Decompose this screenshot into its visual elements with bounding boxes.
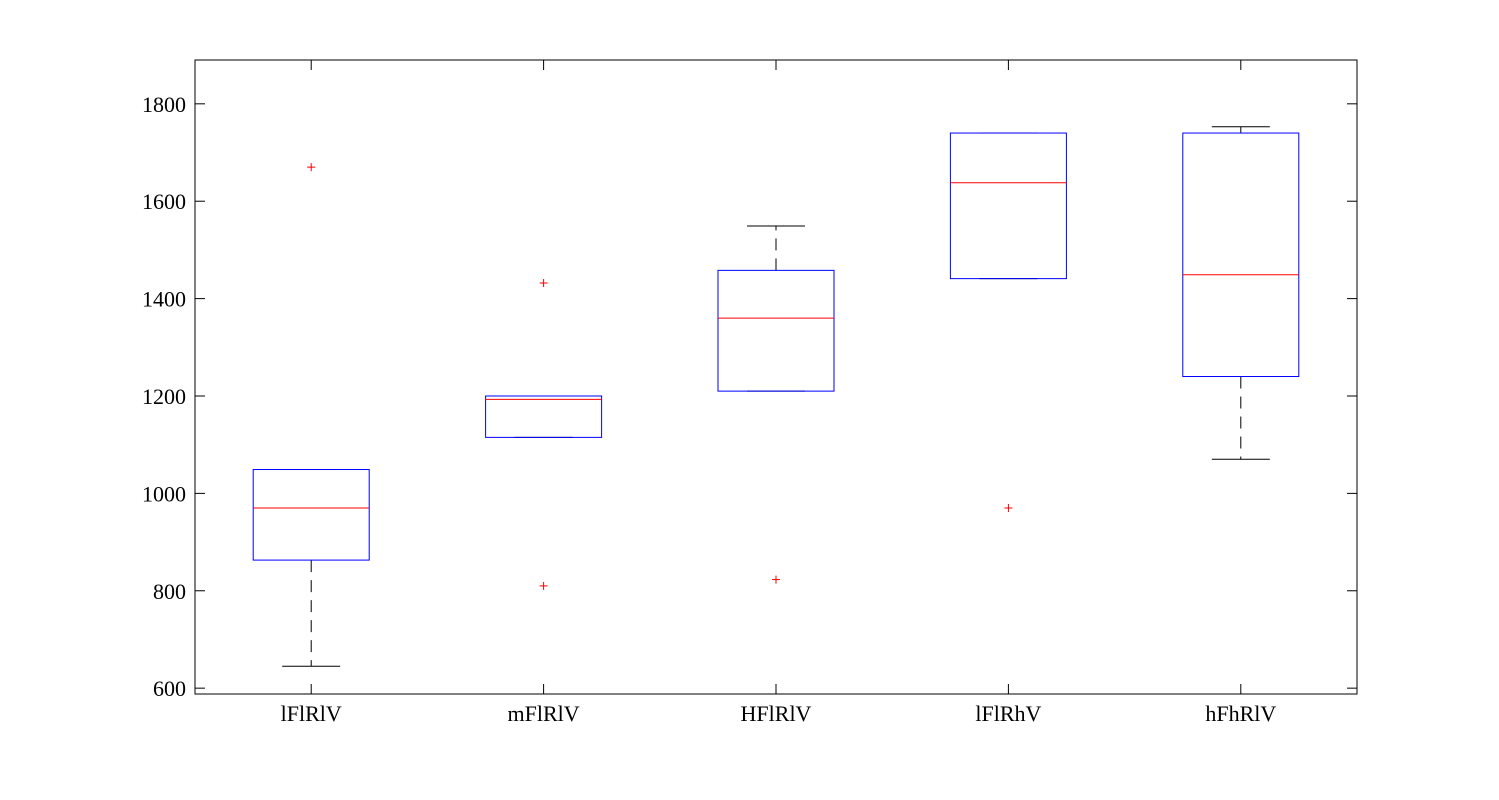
y-tick-label: 1200 (142, 384, 186, 409)
y-tick-label: 1600 (142, 189, 186, 214)
box-group-mFlRlV (485, 279, 603, 590)
outlier-marker (307, 163, 316, 172)
x-tick-label: lFlRhV (975, 701, 1041, 726)
outlier-marker (539, 581, 548, 590)
y-tick-label: 1400 (142, 287, 186, 312)
box-group-lFlRlV (252, 163, 370, 667)
box-group-lFlRhV (949, 132, 1067, 512)
outlier-marker (772, 575, 780, 584)
box-iqr (252, 469, 370, 561)
y-tick-label: 1000 (142, 481, 186, 506)
y-axis: 600 800 1000 1200 1400 1600 1800 (142, 92, 1357, 701)
box-group-hFhRlV (1182, 126, 1300, 460)
outlier-marker (1004, 503, 1013, 512)
plot-frame (194, 59, 1358, 695)
box-group-HFlRlV (717, 225, 835, 584)
box-iqr (949, 132, 1067, 280)
box-iqr (717, 269, 835, 392)
x-tick-label: mFlRlV (508, 701, 580, 726)
x-tick-label: lFlRlV (281, 701, 342, 726)
y-tick-label: 1800 (142, 92, 186, 117)
box-iqr (1182, 132, 1300, 378)
y-tick-label: 800 (153, 579, 186, 604)
chart-marks (252, 126, 1300, 667)
x-tick-label: HFlRlV (741, 701, 812, 726)
outlier-marker (539, 279, 548, 288)
x-tick-label: hFhRlV (1205, 701, 1276, 726)
box-iqr (485, 395, 603, 438)
x-axis: lFlRlV mFlRlV HFlRlV lFlRhV hFhRlV (281, 60, 1276, 726)
plot-area (195, 60, 1357, 694)
y-tick-label: 600 (153, 676, 186, 701)
